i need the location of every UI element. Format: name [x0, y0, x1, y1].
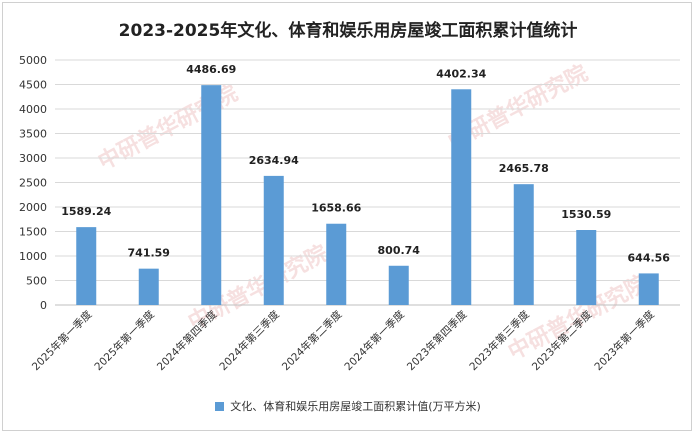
x-tick-label: 2023年第一季度 — [592, 308, 658, 374]
y-tick-label: 0 — [40, 299, 47, 312]
bar — [201, 85, 222, 305]
bar — [576, 230, 597, 305]
data-label: 2465.78 — [499, 162, 549, 175]
data-label: 644.56 — [628, 251, 671, 264]
data-label: 741.59 — [128, 247, 170, 260]
bar — [513, 184, 534, 305]
x-tick-label: 2025年第一季度 — [29, 308, 95, 374]
y-tick-label: 2500 — [19, 177, 47, 190]
y-tick-label: 500 — [26, 275, 47, 288]
y-tick-label: 1000 — [19, 250, 47, 263]
bar — [451, 89, 472, 305]
legend-swatch — [215, 401, 225, 411]
data-label: 1530.59 — [561, 208, 611, 221]
bar — [638, 273, 659, 305]
x-tick-label: 2024年第三季度 — [217, 308, 283, 374]
bar — [76, 227, 97, 305]
y-tick-label: 5000 — [19, 54, 47, 67]
data-label: 800.74 — [378, 244, 421, 257]
chart-frame — [2, 2, 692, 431]
x-tick-label: 2024年第四季度 — [154, 308, 220, 374]
y-tick-label: 4000 — [19, 103, 47, 116]
data-label: 2634.94 — [249, 154, 299, 167]
legend: 文化、体育和娱乐用房屋竣工面积累计值(万平方米) — [0, 398, 696, 414]
x-tick-label: 2023年第二季度 — [529, 308, 595, 374]
y-tick-label: 3500 — [19, 128, 47, 141]
x-tick-label: 2025年第一季度 — [92, 308, 158, 374]
y-tick-label: 1500 — [19, 226, 47, 239]
x-tick-label: 2024年第一季度 — [342, 308, 408, 374]
y-tick-label: 4500 — [19, 79, 47, 92]
data-label: 1658.66 — [311, 202, 361, 215]
bar — [326, 223, 347, 305]
data-label: 4402.34 — [436, 67, 486, 80]
data-label: 4486.69 — [186, 63, 236, 76]
bar — [388, 265, 409, 305]
x-tick-label: 2024年第二季度 — [279, 308, 345, 374]
bar — [263, 175, 284, 305]
legend-label: 文化、体育和娱乐用房屋竣工面积累计值(万平方米) — [230, 400, 481, 413]
x-tick-label: 2023年第四季度 — [404, 308, 470, 374]
chart-title: 2023-2025年文化、体育和娱乐用房屋竣工面积累计值统计 — [118, 21, 578, 41]
bar — [138, 268, 159, 305]
data-label: 1589.24 — [61, 205, 111, 218]
y-tick-label: 2000 — [19, 201, 47, 214]
y-tick-label: 3000 — [19, 152, 47, 165]
x-tick-label: 2023年第三季度 — [467, 308, 533, 374]
